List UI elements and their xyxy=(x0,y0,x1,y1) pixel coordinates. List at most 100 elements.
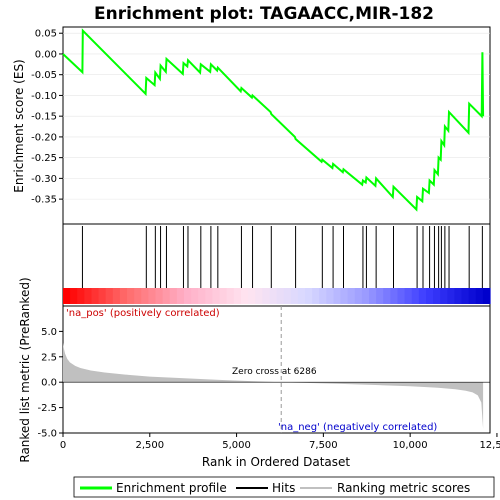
x-tick-label: 2,500 xyxy=(135,440,164,451)
gradient-segment xyxy=(155,288,164,304)
gradient-segment xyxy=(112,288,121,304)
legend-label-metric: Ranking metric scores xyxy=(337,481,470,495)
es-y-tick-label: -0.20 xyxy=(31,132,57,143)
gradient-segment xyxy=(169,288,178,304)
x-tick-label: 10,000 xyxy=(393,440,428,451)
es-y-axis-label: Enrichment score (ES) xyxy=(12,59,26,192)
gradient-segment xyxy=(191,288,199,304)
gradient-segment xyxy=(63,288,71,304)
metric-y-tick-label: -2.5 xyxy=(37,403,57,414)
gradient-segment xyxy=(162,288,171,304)
gradient-segment xyxy=(262,288,270,304)
gradient-segment xyxy=(340,288,349,304)
metric-panel: 5.0 2.5 0.0 -2.5 -5.0 0 2,500 5,000 7,500 10,000… xyxy=(18,277,500,469)
metric-y-tick-label: 5.0 xyxy=(41,327,57,338)
gradient-segment xyxy=(84,288,93,304)
gradient-segment xyxy=(447,288,456,304)
gradient-segment xyxy=(418,288,427,304)
gradient-segment xyxy=(148,288,157,304)
gradient-segment xyxy=(369,288,377,304)
gradient-segment xyxy=(176,288,185,304)
pos-correlated-label: 'na_pos' (positively correlated) xyxy=(66,308,220,319)
chart-title: Enrichment plot: TAGAACC,MIR-182 xyxy=(94,4,434,24)
x-tick-label: 5,000 xyxy=(222,440,251,451)
gradient-segment xyxy=(454,288,463,304)
es-y-tick-label: -0.35 xyxy=(31,195,57,206)
gradient-segment xyxy=(326,288,335,304)
gradient-segment xyxy=(433,288,441,304)
es-panel-frame xyxy=(62,26,491,225)
enrichment-profile-line xyxy=(62,28,485,212)
x-axis-label: Rank in Ordered Dataset xyxy=(202,455,350,469)
gradient-segment xyxy=(105,288,114,304)
gradient-segment xyxy=(141,288,149,304)
hit-lines xyxy=(81,226,483,288)
gradient-segment xyxy=(127,288,135,304)
gradient-segment xyxy=(411,288,420,304)
gradient-segment xyxy=(312,288,320,304)
gradient-segment xyxy=(255,288,263,304)
metric-y-tick-label: 2.5 xyxy=(41,352,57,363)
gradient-segment xyxy=(91,288,100,304)
gradient-segment xyxy=(397,288,406,304)
gradient-segment xyxy=(226,288,235,304)
gradient-segment xyxy=(304,288,313,304)
legend-label-hits: Hits xyxy=(272,481,295,495)
gradient-segment xyxy=(276,288,285,304)
gradient-segment xyxy=(240,288,249,304)
es-panel: 0.05 0.00 -0.05 -0.10 -0.15 -0.20 -0.25 -0.30 -0… xyxy=(12,26,491,225)
gradient-segment xyxy=(440,288,448,304)
metric-y-tick-label: 0.0 xyxy=(41,378,57,389)
gradient-segment xyxy=(198,288,206,304)
rank-gradient-bar xyxy=(63,288,491,304)
gradient-segment xyxy=(119,288,128,304)
gradient-segment xyxy=(461,288,470,304)
gradient-segment xyxy=(70,288,78,304)
x-tick-label: 12,500 xyxy=(479,440,500,451)
x-tick-label: 7,500 xyxy=(309,440,338,451)
gradient-segment xyxy=(205,288,214,304)
gradient-segment xyxy=(212,288,221,304)
gradient-segment xyxy=(354,288,363,304)
neg-correlated-label: 'na_neg' (negatively correlated) xyxy=(278,422,437,433)
es-gridlines xyxy=(63,32,490,200)
gradient-segment xyxy=(468,288,477,304)
es-y-tick-label: -0.10 xyxy=(31,91,57,102)
legend-label-enrichment: Enrichment profile xyxy=(116,481,227,495)
gradient-segment xyxy=(333,288,342,304)
es-y-tick-label: 0.05 xyxy=(35,29,57,40)
gradient-segment xyxy=(183,288,192,304)
gradient-segment xyxy=(319,288,327,304)
metric-panel-frame xyxy=(62,305,491,434)
gradient-segment xyxy=(77,288,85,304)
gradient-segment xyxy=(390,288,399,304)
metric-y-axis: 5.0 2.5 0.0 -2.5 -5.0 xyxy=(37,327,63,440)
gradient-segment xyxy=(98,288,107,304)
x-tick-label: 0 xyxy=(60,440,66,451)
es-y-axis: 0.05 0.00 -0.05 -0.10 -0.15 -0.20 -0.25 -0.30 -0… xyxy=(31,29,63,206)
gradient-segment xyxy=(269,288,278,304)
gradient-segment xyxy=(404,288,413,304)
hits-panel xyxy=(62,223,491,307)
es-y-tick-label: -0.15 xyxy=(31,112,57,123)
metric-x-axis: 0 2,500 5,000 7,500 10,000 12,500 xyxy=(60,433,500,451)
gradient-segment xyxy=(482,288,491,304)
metric-y-axis-label: Ranked list metric (PreRanked) xyxy=(18,277,32,462)
gradient-segment xyxy=(290,288,299,304)
gradient-segment xyxy=(361,288,370,304)
gradient-segment xyxy=(475,288,484,304)
legend: Enrichment profile Hits Ranking metric s… xyxy=(73,476,495,498)
es-y-tick-label: -0.30 xyxy=(31,174,57,185)
gradient-segment xyxy=(219,288,228,304)
gradient-segment xyxy=(134,288,142,304)
gradient-segment xyxy=(383,288,391,304)
es-y-tick-label: -0.25 xyxy=(31,153,57,164)
gradient-segment xyxy=(248,288,256,304)
gradient-segment xyxy=(233,288,242,304)
gradient-segment xyxy=(425,288,434,304)
gradient-segment xyxy=(376,288,384,304)
gradient-segment xyxy=(347,288,356,304)
legend-box xyxy=(73,476,495,498)
gradient-segment xyxy=(283,288,292,304)
